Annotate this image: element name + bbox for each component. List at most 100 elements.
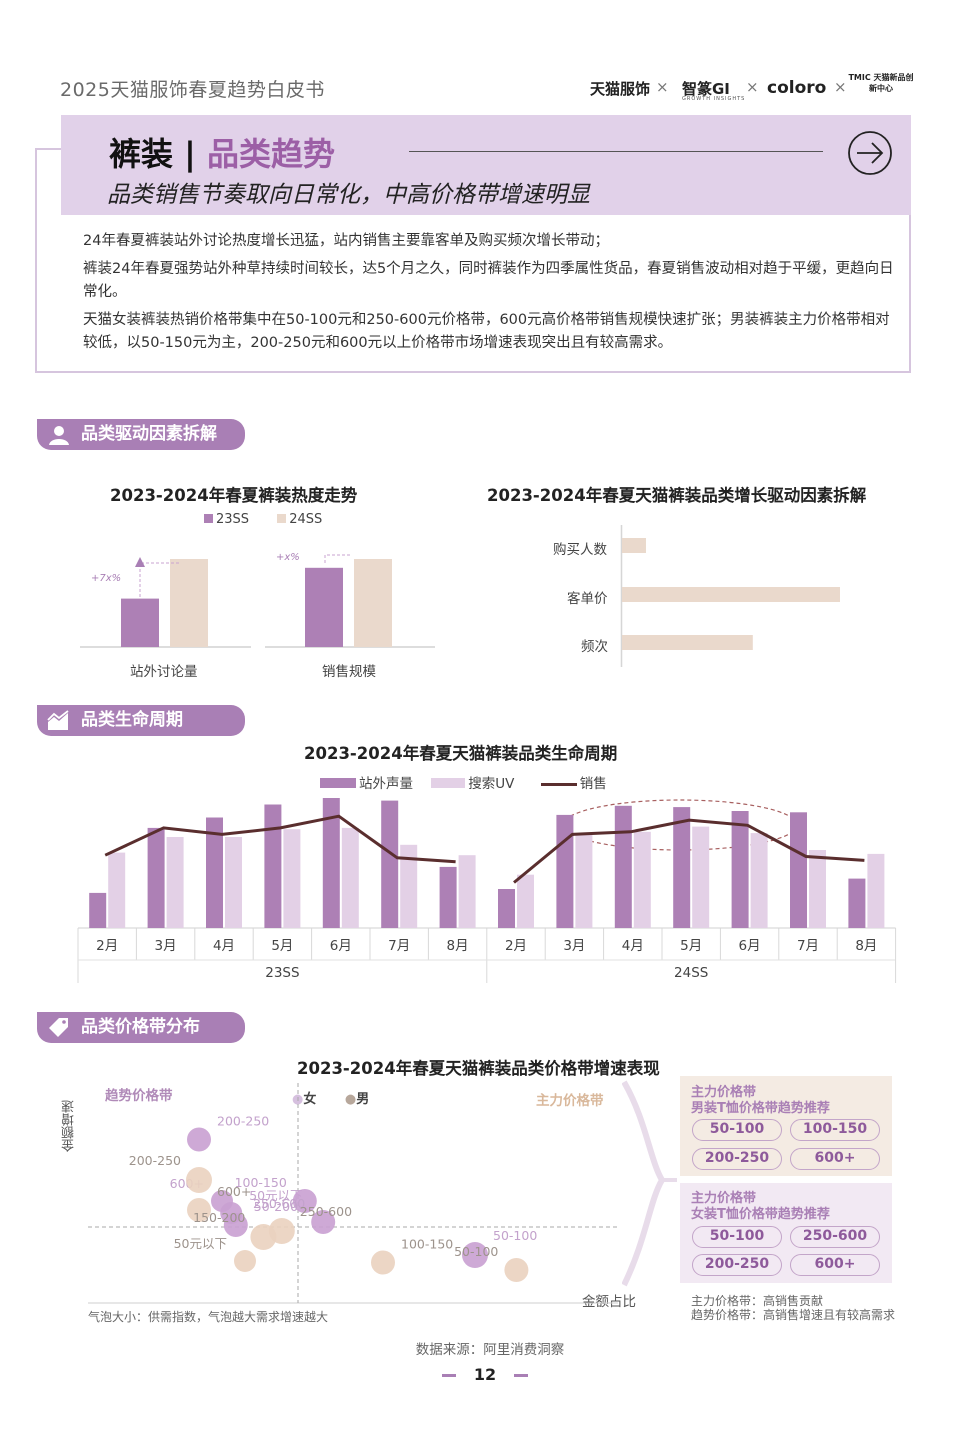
page-dash [514,1374,529,1377]
section-header-lifecycle: 品类生命周期 [37,705,245,736]
month-tick-label: 2月 [96,938,118,954]
legend-item: 搜索UV [431,776,514,792]
men-bubble [187,1198,211,1222]
heat-chart-title: 2023-2024年春夏裤装热度走势 [110,486,358,505]
season-group-label: 23SS [265,965,299,981]
heat-chart-legend: 23SS 24SS [204,512,322,527]
month-tick-label: 4月 [622,938,644,954]
drivers-chart-title: 2023-2024年春夏天猫裤装品类增长驱动因素拆解 [487,486,867,505]
men-recommendation-box: 主力价格带 男装T恤价格带趋势推荐 50-100 100-150 200-250… [680,1076,892,1176]
month-tick-label: 3月 [563,938,585,954]
search-uv-bar [458,855,476,928]
month-tick-label: 6月 [739,938,761,954]
section-title: 品类生命周期 [81,710,183,730]
search-uv-bar [692,826,710,928]
heat-bar-23SS-1 [305,567,343,647]
legend-item: 24SS [277,512,322,527]
month-tick-label: 6月 [330,938,352,954]
zhizhuan-logo-subtext: GROWTH INSIGHTS [682,96,746,102]
search-uv-bar [166,837,184,928]
bubble-label: 250-600 [253,1196,305,1211]
heat-category-label: 销售规模 [322,664,376,680]
price-chart-title: 2023-2024年春夏天猫裤装品类价格带增速表现 [297,1059,660,1078]
page-dash [441,1374,456,1377]
search-uv-bar [750,833,768,928]
women-recommendation-box: 主力价格带 女装T恤价格带趋势推荐 50-100 250-600 200-250… [680,1183,892,1283]
women-bubble [292,1189,317,1213]
voice-bar [381,800,399,928]
search-uv-bar [867,853,885,928]
search-uv-bar [108,852,126,928]
section-header-drivers: 品类驱动因素拆解 [37,419,245,450]
legend-swatch [320,778,356,788]
legend-label: 搜索UV [468,776,515,792]
voice-bar [614,805,632,928]
women-bubble [311,1210,336,1234]
search-uv-bar [809,850,826,928]
user-icon [49,426,69,445]
price-scatter-plot: 200-250600+50元以下100-15050-200250-60050-1… [88,1083,618,1304]
men-bubble [250,1224,277,1250]
women-bubble [223,1213,248,1237]
bubble-label: 200-250 [129,1153,181,1168]
price-band-pill: 200-250 [692,1148,782,1170]
legend-swatch [431,778,466,788]
hero-title-main: 裤装 | [109,135,196,173]
arrow-right-icon [848,131,892,175]
bubble-size-note: 气泡大小：供需指数，气泡越大需求增速越大 [88,1310,329,1324]
men-bubble [186,1167,212,1193]
heat-bar-24SS-1 [354,559,392,647]
bubble-label: 50元以下 [174,1236,227,1251]
page-number: 12 [0,1365,970,1384]
legend-swatch [540,782,577,786]
quadrant-label-main: 主力价格带 [536,1093,604,1109]
drivers-category-label: 购买人数 [553,542,607,558]
voice-bar [206,817,223,928]
logo-separator: × [746,78,759,96]
growth-guide-line [139,562,181,597]
search-uv-bar [225,837,242,928]
month-tick-label: 7月 [388,938,410,954]
voice-bar [790,812,807,928]
price-band-pill: 200-250 [692,1254,782,1276]
hero-divider [409,151,823,152]
month-tick-label: 3月 [155,938,177,954]
price-band-pill: 600+ [790,1254,880,1276]
month-tick-label: 8月 [855,938,877,954]
document-title: 2025天猫服饰春夏趋势白皮书 [60,79,325,101]
voice-bar [147,827,165,928]
legend-label: 销售 [579,776,607,792]
data-source: 数据来源：阿里消费洞察 [415,1342,565,1358]
lifecycle-legend: 站外声量 搜索UV 销售 [320,772,607,792]
brace-connector [622,1080,677,1287]
search-uv-bar [633,831,651,928]
drivers-chart-plot [620,525,840,667]
logo-separator: × [834,78,847,96]
search-uv-bar [341,827,359,928]
growth-arrow-icon [135,557,145,567]
rec-title: 男装T恤价格带趋势推荐 [691,1101,830,1116]
price-legend-note: 趋势价格带：高销售增速且有较高需求 [691,1308,896,1322]
men-bubble [234,1250,256,1272]
drivers-category-label: 频次 [581,639,608,655]
hero-title-accent: 品类趋势 [206,135,335,173]
hero-title: 裤装 | 品类趋势 [109,129,335,175]
hero-paragraph: 24年春夏裤装站外讨论热度增长迅猛，站内销售主要靠客单及购买频次增长带动； [83,233,609,249]
price-legend-note: 主力价格带：高销售贡献 [691,1294,824,1308]
rec-title: 主力价格带 [691,1085,757,1100]
tmall-fashion-logo: 天猫服饰 [590,80,651,98]
voice-bar [322,798,340,928]
legend-item: ●男 [344,1092,370,1107]
legend-label: 女 [303,1092,317,1107]
driver-bar-1 [622,587,840,602]
price-band-pill: 50-100 [692,1226,782,1248]
legend-label: 站外声量 [359,776,413,792]
growth-annotation: +x% [276,552,300,563]
month-tick-label: 2月 [505,938,527,954]
bubble-label: 50-100 [454,1244,498,1259]
hero-subtitle: 品类销售节奏取向日常化，中高价格带增速明显 [107,182,590,208]
month-tick-label: 5月 [680,938,702,954]
voice-bar [848,878,866,928]
logo-separator: × [656,78,669,96]
bubble-label: 600+ [217,1184,251,1199]
